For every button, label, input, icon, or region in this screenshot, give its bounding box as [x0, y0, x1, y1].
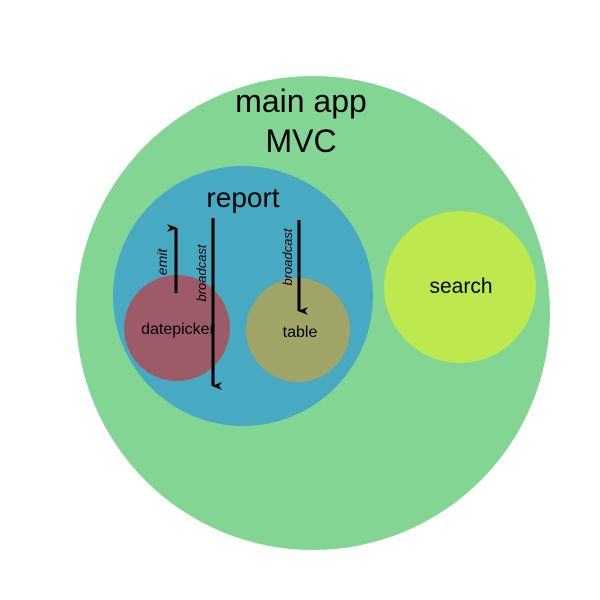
main-app-subtitle: MVC — [265, 123, 336, 159]
main-app-title: main app — [235, 83, 367, 119]
datepicker-label: datepicker — [141, 321, 215, 338]
datepicker-circle — [124, 275, 230, 381]
table-label: table — [283, 324, 318, 341]
report-label: report — [206, 182, 279, 213]
broadcast-label-table: broadcast — [280, 227, 295, 285]
table-circle — [246, 278, 350, 382]
search-circle — [384, 211, 536, 363]
emit-label: emit — [154, 248, 170, 276]
broadcast-label-datepicker: broadcast — [194, 243, 209, 301]
search-label: search — [429, 275, 492, 298]
